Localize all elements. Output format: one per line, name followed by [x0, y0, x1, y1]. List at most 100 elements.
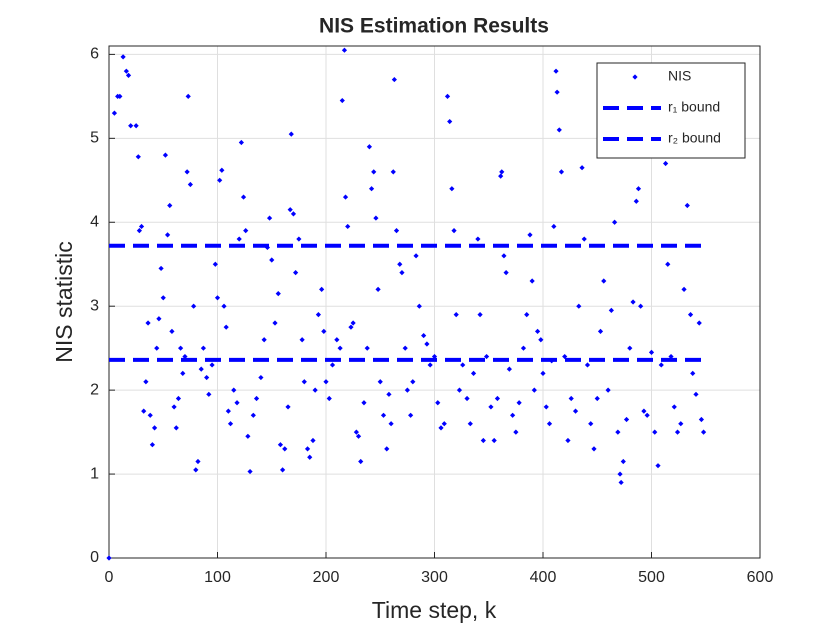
- nis-point: [491, 437, 497, 444]
- nis-point: [678, 421, 684, 427]
- nis-point: [671, 404, 677, 410]
- nis-point: [524, 311, 530, 318]
- nis-point: [572, 408, 579, 414]
- nis-point: [147, 412, 153, 418]
- nis-point: [540, 370, 546, 376]
- nis-point: [562, 353, 568, 360]
- nis-point: [498, 173, 504, 179]
- nis-point: [421, 332, 427, 339]
- x-axis-label: Time step, k: [372, 597, 497, 623]
- nis-point: [240, 194, 247, 200]
- nis-point: [499, 169, 505, 175]
- nis-point: [380, 412, 387, 418]
- nis-point: [277, 442, 284, 448]
- nis-point: [200, 345, 206, 351]
- nis-point: [584, 362, 591, 368]
- nis-point: [180, 370, 186, 376]
- nis-point: [358, 458, 364, 465]
- nis-point: [551, 223, 557, 230]
- nis-point: [272, 320, 278, 326]
- nis-point: [204, 374, 210, 381]
- nis-point: [693, 391, 699, 397]
- nis-point: [117, 93, 123, 99]
- nis-point: [206, 391, 212, 397]
- nis-point: [355, 433, 362, 439]
- nis-point: [145, 320, 151, 326]
- nis-point: [301, 379, 307, 385]
- x-tick-label: 400: [530, 569, 557, 586]
- nis-point: [371, 169, 377, 175]
- nis-point: [312, 387, 318, 393]
- nis-point: [641, 408, 647, 414]
- nis-point: [390, 169, 396, 175]
- nis-point: [334, 337, 340, 343]
- nis-point: [245, 433, 251, 439]
- nis-point: [480, 437, 486, 444]
- nis-point: [615, 429, 621, 435]
- nis-point: [209, 362, 215, 368]
- nis-point: [191, 303, 197, 309]
- nis-point: [266, 215, 273, 221]
- legend-label: r₁ bound: [668, 99, 720, 115]
- x-tick-label: 100: [204, 569, 231, 586]
- nis-point: [310, 437, 316, 444]
- nis-point: [447, 118, 453, 125]
- nis-point: [386, 391, 392, 397]
- nis-point: [424, 341, 430, 347]
- nis-point: [456, 387, 463, 393]
- nis-point: [627, 345, 633, 351]
- nis-point: [341, 47, 348, 53]
- nis-point: [494, 395, 501, 402]
- nis-point: [164, 232, 171, 238]
- nis-point: [531, 387, 537, 393]
- nis-point: [612, 219, 618, 225]
- nis-point: [326, 395, 332, 402]
- nis-point: [151, 425, 158, 431]
- nis-point: [285, 404, 291, 410]
- nis-point: [339, 97, 345, 104]
- nis-point: [167, 202, 173, 209]
- nis-point: [323, 379, 329, 385]
- nis-point: [431, 353, 438, 360]
- y-tick-label: 5: [90, 130, 99, 147]
- nis-point: [138, 223, 145, 230]
- nis-point: [123, 68, 129, 74]
- nis-point: [648, 349, 655, 355]
- nis-point: [247, 468, 253, 475]
- nis-point: [234, 400, 240, 406]
- nis-point: [219, 167, 225, 173]
- nis-point: [543, 404, 549, 410]
- nis-point: [501, 253, 507, 259]
- nis-point: [696, 320, 702, 326]
- nis-point: [296, 236, 302, 242]
- nis-point: [329, 362, 336, 368]
- nis-point: [605, 387, 611, 393]
- nis-point: [633, 198, 639, 204]
- nis-point: [169, 328, 175, 334]
- nis-point: [594, 395, 600, 402]
- nis-point: [141, 408, 147, 414]
- nis-point: [663, 160, 669, 167]
- nis-point: [388, 421, 394, 427]
- nis-point: [288, 131, 294, 137]
- nis-point: [553, 68, 559, 74]
- legend-marker: [632, 74, 638, 80]
- nis-point: [290, 211, 297, 217]
- nis-point: [375, 286, 381, 293]
- nis-point: [135, 154, 141, 160]
- nis-point: [106, 555, 112, 561]
- nis-point: [143, 379, 149, 385]
- nis-point: [441, 421, 447, 427]
- nis-point: [399, 270, 405, 276]
- nis-point: [391, 76, 397, 83]
- nis-point: [565, 437, 571, 444]
- nis-point: [658, 362, 664, 368]
- nis-point: [451, 228, 457, 234]
- nis-point: [527, 232, 533, 238]
- nis-point: [483, 353, 490, 360]
- nis-point: [435, 400, 441, 406]
- y-tick-label: 4: [90, 213, 99, 230]
- y-tick-label: 2: [90, 381, 99, 398]
- nis-point: [178, 345, 184, 351]
- x-tick-label: 0: [105, 569, 114, 586]
